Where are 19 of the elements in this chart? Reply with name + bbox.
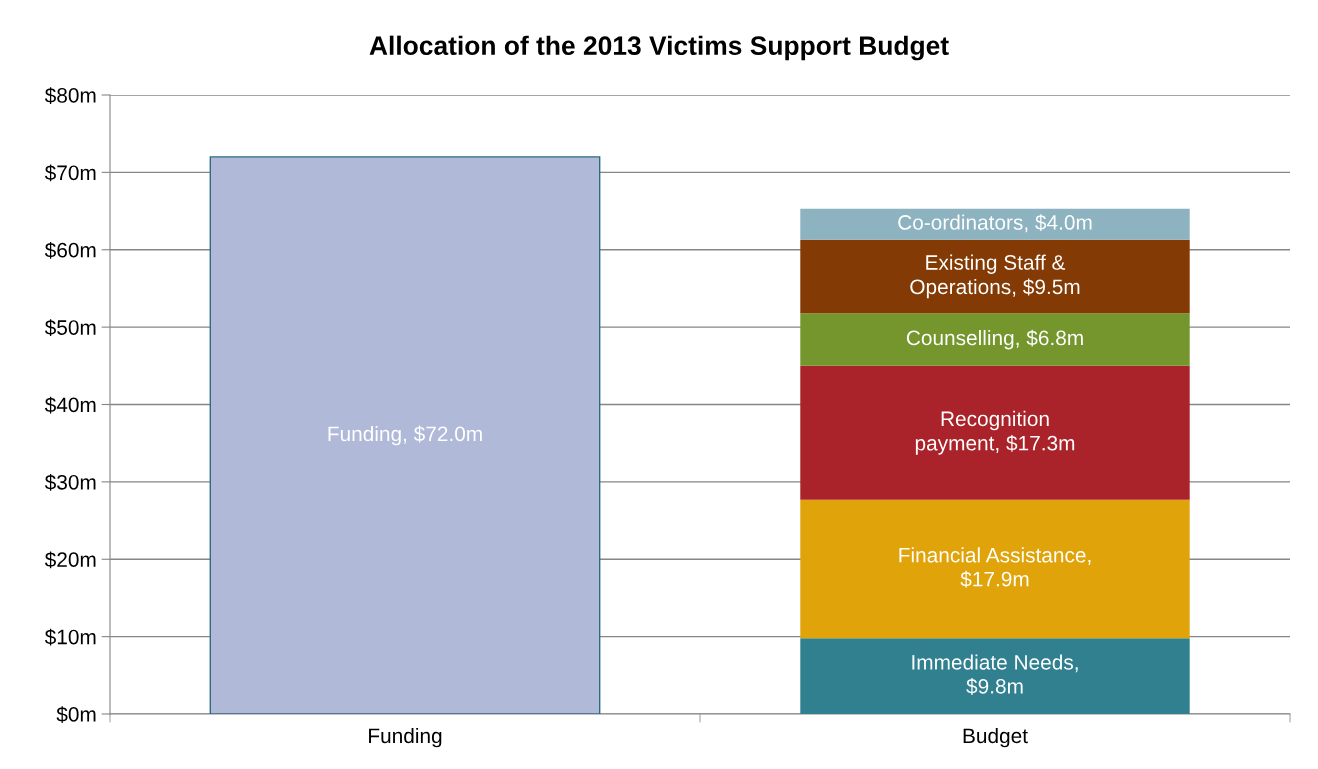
data-label: Recognition payment, $17.3m: [915, 410, 1075, 455]
chart-title: Allocation of the 2013 Victims Support Budget: [369, 35, 949, 61]
data-label: Funding, $72.0m: [328, 425, 482, 446]
x-tick-label: Funding: [369, 727, 442, 748]
y-tick-label: $0m: [56, 706, 96, 723]
y-tick-label: $70m: [44, 164, 96, 182]
y-tick-label: $40m: [44, 396, 96, 414]
y-tick-label: $10m: [44, 628, 96, 646]
data-label: Co-ordinators, $4.0m: [898, 214, 1092, 233]
y-tick-label: $80m: [44, 87, 96, 104]
x-tick-label: Budget: [963, 727, 1028, 748]
data-label: Financial Assistance, $17.9m: [899, 547, 1091, 588]
data-label: Existing Staff & Operations, $9.5m: [910, 254, 1080, 299]
y-tick-label: $30m: [44, 474, 96, 491]
y-tick-label: $60m: [44, 241, 96, 259]
data-label: Immediate Needs, $9.8m: [912, 654, 1078, 695]
y-tick-label: $50m: [44, 319, 96, 337]
y-tick-label: $20m: [44, 551, 96, 569]
data-label: Counselling, $6.8m: [906, 329, 1083, 350]
